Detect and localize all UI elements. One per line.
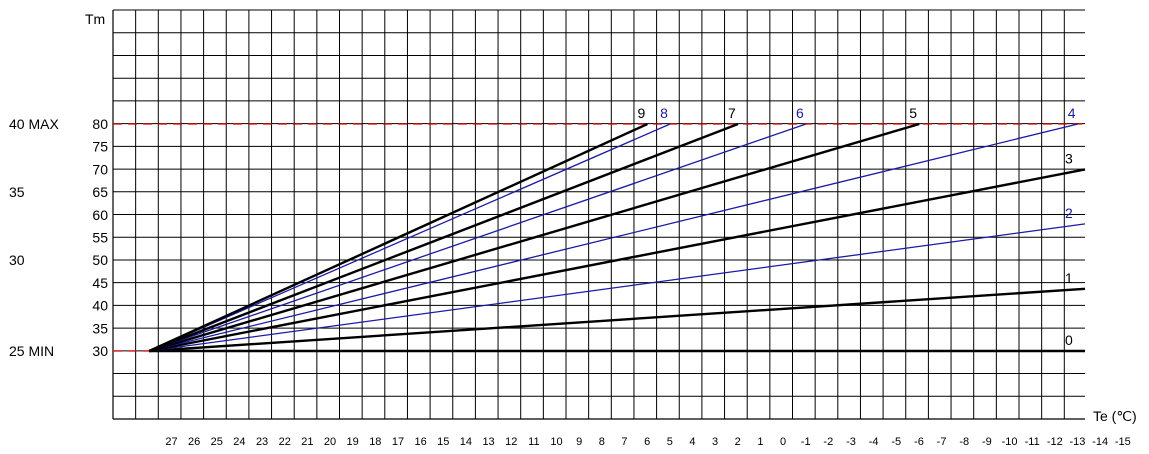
x-tick-label: 18: [369, 436, 381, 448]
x-tick-label: 10: [550, 436, 562, 448]
room-temp-label: 35: [9, 184, 25, 200]
x-axis-label: Te (℃): [1093, 408, 1137, 424]
y-tick-label: 30: [92, 343, 108, 359]
x-tick-label: 0: [780, 436, 786, 448]
y-tick-label: 45: [92, 275, 108, 291]
x-tick-label: -5: [891, 436, 901, 448]
y-tick-label: 75: [92, 139, 108, 155]
series-label-4: 4: [1068, 105, 1076, 121]
x-tick-label: 12: [505, 436, 517, 448]
y-tick-labels: 30 35 40 45 50 55 60 65 70 75 80: [92, 116, 108, 359]
x-tick-label: -3: [846, 436, 856, 448]
x-tick-label: 13: [482, 436, 494, 448]
x-tick-label: 15: [437, 436, 449, 448]
y-tick-label: 80: [92, 116, 108, 132]
x-tick-label: 21: [301, 436, 313, 448]
x-tick-label: 25: [211, 436, 223, 448]
x-tick-label: 7: [621, 436, 627, 448]
x-tick-label: 19: [347, 436, 359, 448]
series-labels: 0 1 2 3 4 5 6 7 89: [637, 105, 1075, 348]
x-tick-label: 27: [165, 436, 177, 448]
room-temp-label: 30: [9, 252, 25, 268]
room-temperature-labels: 40 MAX 35 30 25 MIN: [9, 116, 59, 359]
x-tick-label: 6: [644, 436, 650, 448]
series-line-9: [148, 122, 648, 353]
x-tick-label: 1: [757, 436, 763, 448]
series-line-8: [148, 123, 671, 352]
x-tick-label: 2: [735, 436, 741, 448]
series-label-0: 0: [1065, 332, 1073, 348]
series-label-5: 5: [909, 105, 917, 121]
series-line-7: [148, 122, 739, 353]
x-tick-label: -13: [1070, 436, 1086, 448]
series-label-2: 2: [1065, 205, 1073, 221]
y-tick-label: 40: [92, 298, 108, 314]
x-tick-label: 26: [188, 436, 200, 448]
x-tick-label: -12: [1047, 436, 1063, 448]
x-tick-label: 4: [689, 436, 695, 448]
room-temp-label: 25 MIN: [9, 343, 54, 359]
x-tick-label: -4: [869, 436, 879, 448]
x-tick-label: 9: [576, 436, 582, 448]
series-label-8: 8: [660, 105, 668, 121]
x-tick-label: -15: [1115, 436, 1131, 448]
x-tick-label: 24: [233, 436, 245, 448]
y-tick-label: 55: [92, 230, 108, 246]
x-tick-label: -10: [1002, 436, 1018, 448]
series-label-9: 9: [637, 105, 645, 121]
series-line-2: [149, 223, 1086, 352]
series-label-7: 7: [728, 105, 736, 121]
x-tick-label: 3: [712, 436, 718, 448]
x-tick-label: -8: [959, 436, 969, 448]
room-temp-label: 40 MAX: [9, 116, 59, 132]
y-tick-label: 65: [92, 184, 108, 200]
x-tick-label: 8: [599, 436, 605, 448]
series-line-3: [148, 168, 1086, 353]
chart-grid: [112, 9, 1085, 420]
x-tick-label: -14: [1092, 436, 1108, 448]
x-tick-labels: 27 26 25 24 23 22 21 20 19 18 17 16 15 14 13 12 11 10 9 8 7 6…: [165, 436, 1130, 448]
series-line-1: [149, 287, 1086, 353]
series-lines: [148, 122, 1086, 353]
y-axis-label: Tm: [85, 11, 105, 27]
x-tick-label: 14: [460, 436, 472, 448]
y-tick-label: 70: [92, 161, 108, 177]
series-line-4: [148, 123, 1078, 352]
x-tick-label: 16: [415, 436, 427, 448]
series-line-5: [148, 122, 920, 353]
x-tick-label: -6: [914, 436, 924, 448]
x-tick-label: 5: [667, 436, 673, 448]
x-tick-label: -1: [801, 436, 811, 448]
x-tick-label: -11: [1025, 436, 1040, 448]
x-tick-label: -7: [937, 436, 947, 448]
x-tick-label: 23: [256, 436, 268, 448]
series-label-6: 6: [796, 105, 804, 121]
series-label-3: 3: [1065, 150, 1073, 166]
x-tick-label: 11: [528, 436, 539, 448]
x-tick-label: 20: [324, 436, 336, 448]
series-line-6: [148, 123, 807, 352]
series-label-1: 1: [1065, 270, 1073, 286]
x-tick-label: -9: [982, 436, 992, 448]
y-tick-label: 60: [92, 207, 108, 223]
y-tick-label: 50: [92, 252, 108, 268]
x-tick-label: 17: [392, 436, 404, 448]
x-tick-label: -2: [823, 436, 833, 448]
y-tick-label: 35: [92, 320, 108, 336]
x-tick-label: 22: [279, 436, 291, 448]
